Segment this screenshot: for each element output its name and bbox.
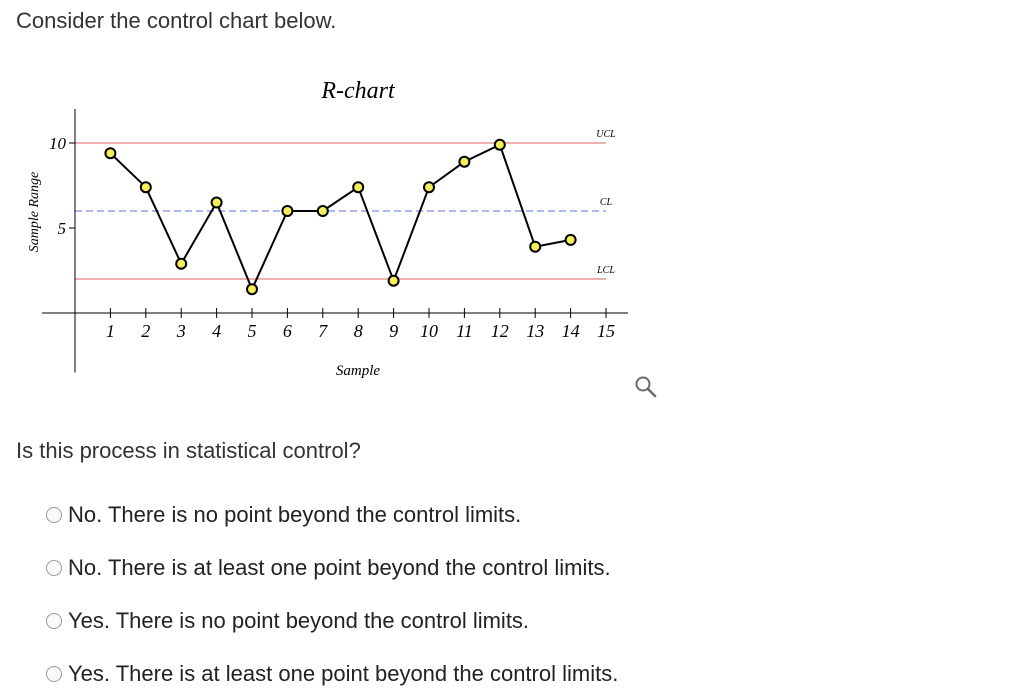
option-1[interactable]: No. There is no point beyond the control… (46, 488, 618, 541)
lcl-label: LCL (596, 265, 615, 276)
data-point (529, 240, 542, 253)
radio-button[interactable] (46, 559, 62, 576)
data-point (281, 205, 294, 217)
data-series (104, 138, 577, 296)
x-tick-label: 8 (354, 321, 363, 341)
data-point (104, 147, 117, 160)
x-tick-label: 1 (106, 321, 115, 341)
option-label: No. There is at least one point beyond t… (68, 554, 611, 580)
data-point (564, 233, 577, 246)
data-point (316, 205, 329, 217)
answer-options: No. There is no point beyond the control… (46, 488, 618, 700)
x-tick-label: 7 (318, 321, 328, 341)
y-tick-label: 5 (58, 219, 67, 238)
data-point (458, 155, 471, 168)
data-point (246, 283, 258, 296)
x-tick-label: 3 (176, 321, 186, 341)
data-point (387, 274, 400, 287)
option-3[interactable]: Yes. There is no point beyond the contro… (46, 594, 618, 647)
control-lines (75, 142, 606, 280)
option-2[interactable]: No. There is at least one point beyond t… (46, 541, 618, 594)
chart-title: R-chart (320, 78, 396, 104)
x-tick-label: 4 (212, 321, 221, 341)
x-tick-label: 14 (562, 321, 580, 341)
data-point (210, 196, 223, 209)
x-tick-label: 12 (491, 321, 509, 341)
option-label: No. There is no point beyond the control… (68, 501, 522, 527)
x-tick-label: 15 (597, 321, 615, 341)
option-label: Yes. There is at least one point beyond … (68, 660, 619, 686)
question-text: Is this process in statistical control? (16, 438, 361, 463)
x-tick-label: 11 (456, 321, 473, 341)
data-point (493, 138, 506, 151)
x-tick-label: 10 (420, 321, 438, 341)
x-tick-label: 9 (389, 321, 398, 341)
cl-label: CL (600, 197, 613, 208)
x-tick-label: 2 (141, 321, 150, 341)
option-4[interactable]: Yes. There is at least one point beyond … (46, 647, 618, 700)
y-tick-label: 10 (49, 134, 67, 153)
option-label: Yes. There is no point beyond the contro… (68, 607, 530, 633)
x-tick-label: 5 (248, 321, 257, 341)
data-point (139, 181, 152, 194)
y-axis-label: Sample Range (27, 172, 42, 252)
data-point (352, 181, 365, 194)
x-tick-label: 6 (283, 321, 292, 341)
x-tick-label: 13 (526, 321, 544, 341)
magnifier-icon[interactable] (633, 374, 659, 400)
radio-button[interactable] (46, 612, 62, 629)
data-point (175, 257, 188, 270)
prompt-text: Consider the control chart below. (16, 8, 337, 33)
radio-button[interactable] (46, 665, 62, 682)
x-axis-label: Sample (336, 363, 381, 379)
axes (42, 109, 628, 373)
ucl-label: UCL (596, 129, 616, 140)
radio-button[interactable] (46, 506, 62, 523)
data-point (423, 181, 435, 194)
series-line (109, 143, 571, 292)
